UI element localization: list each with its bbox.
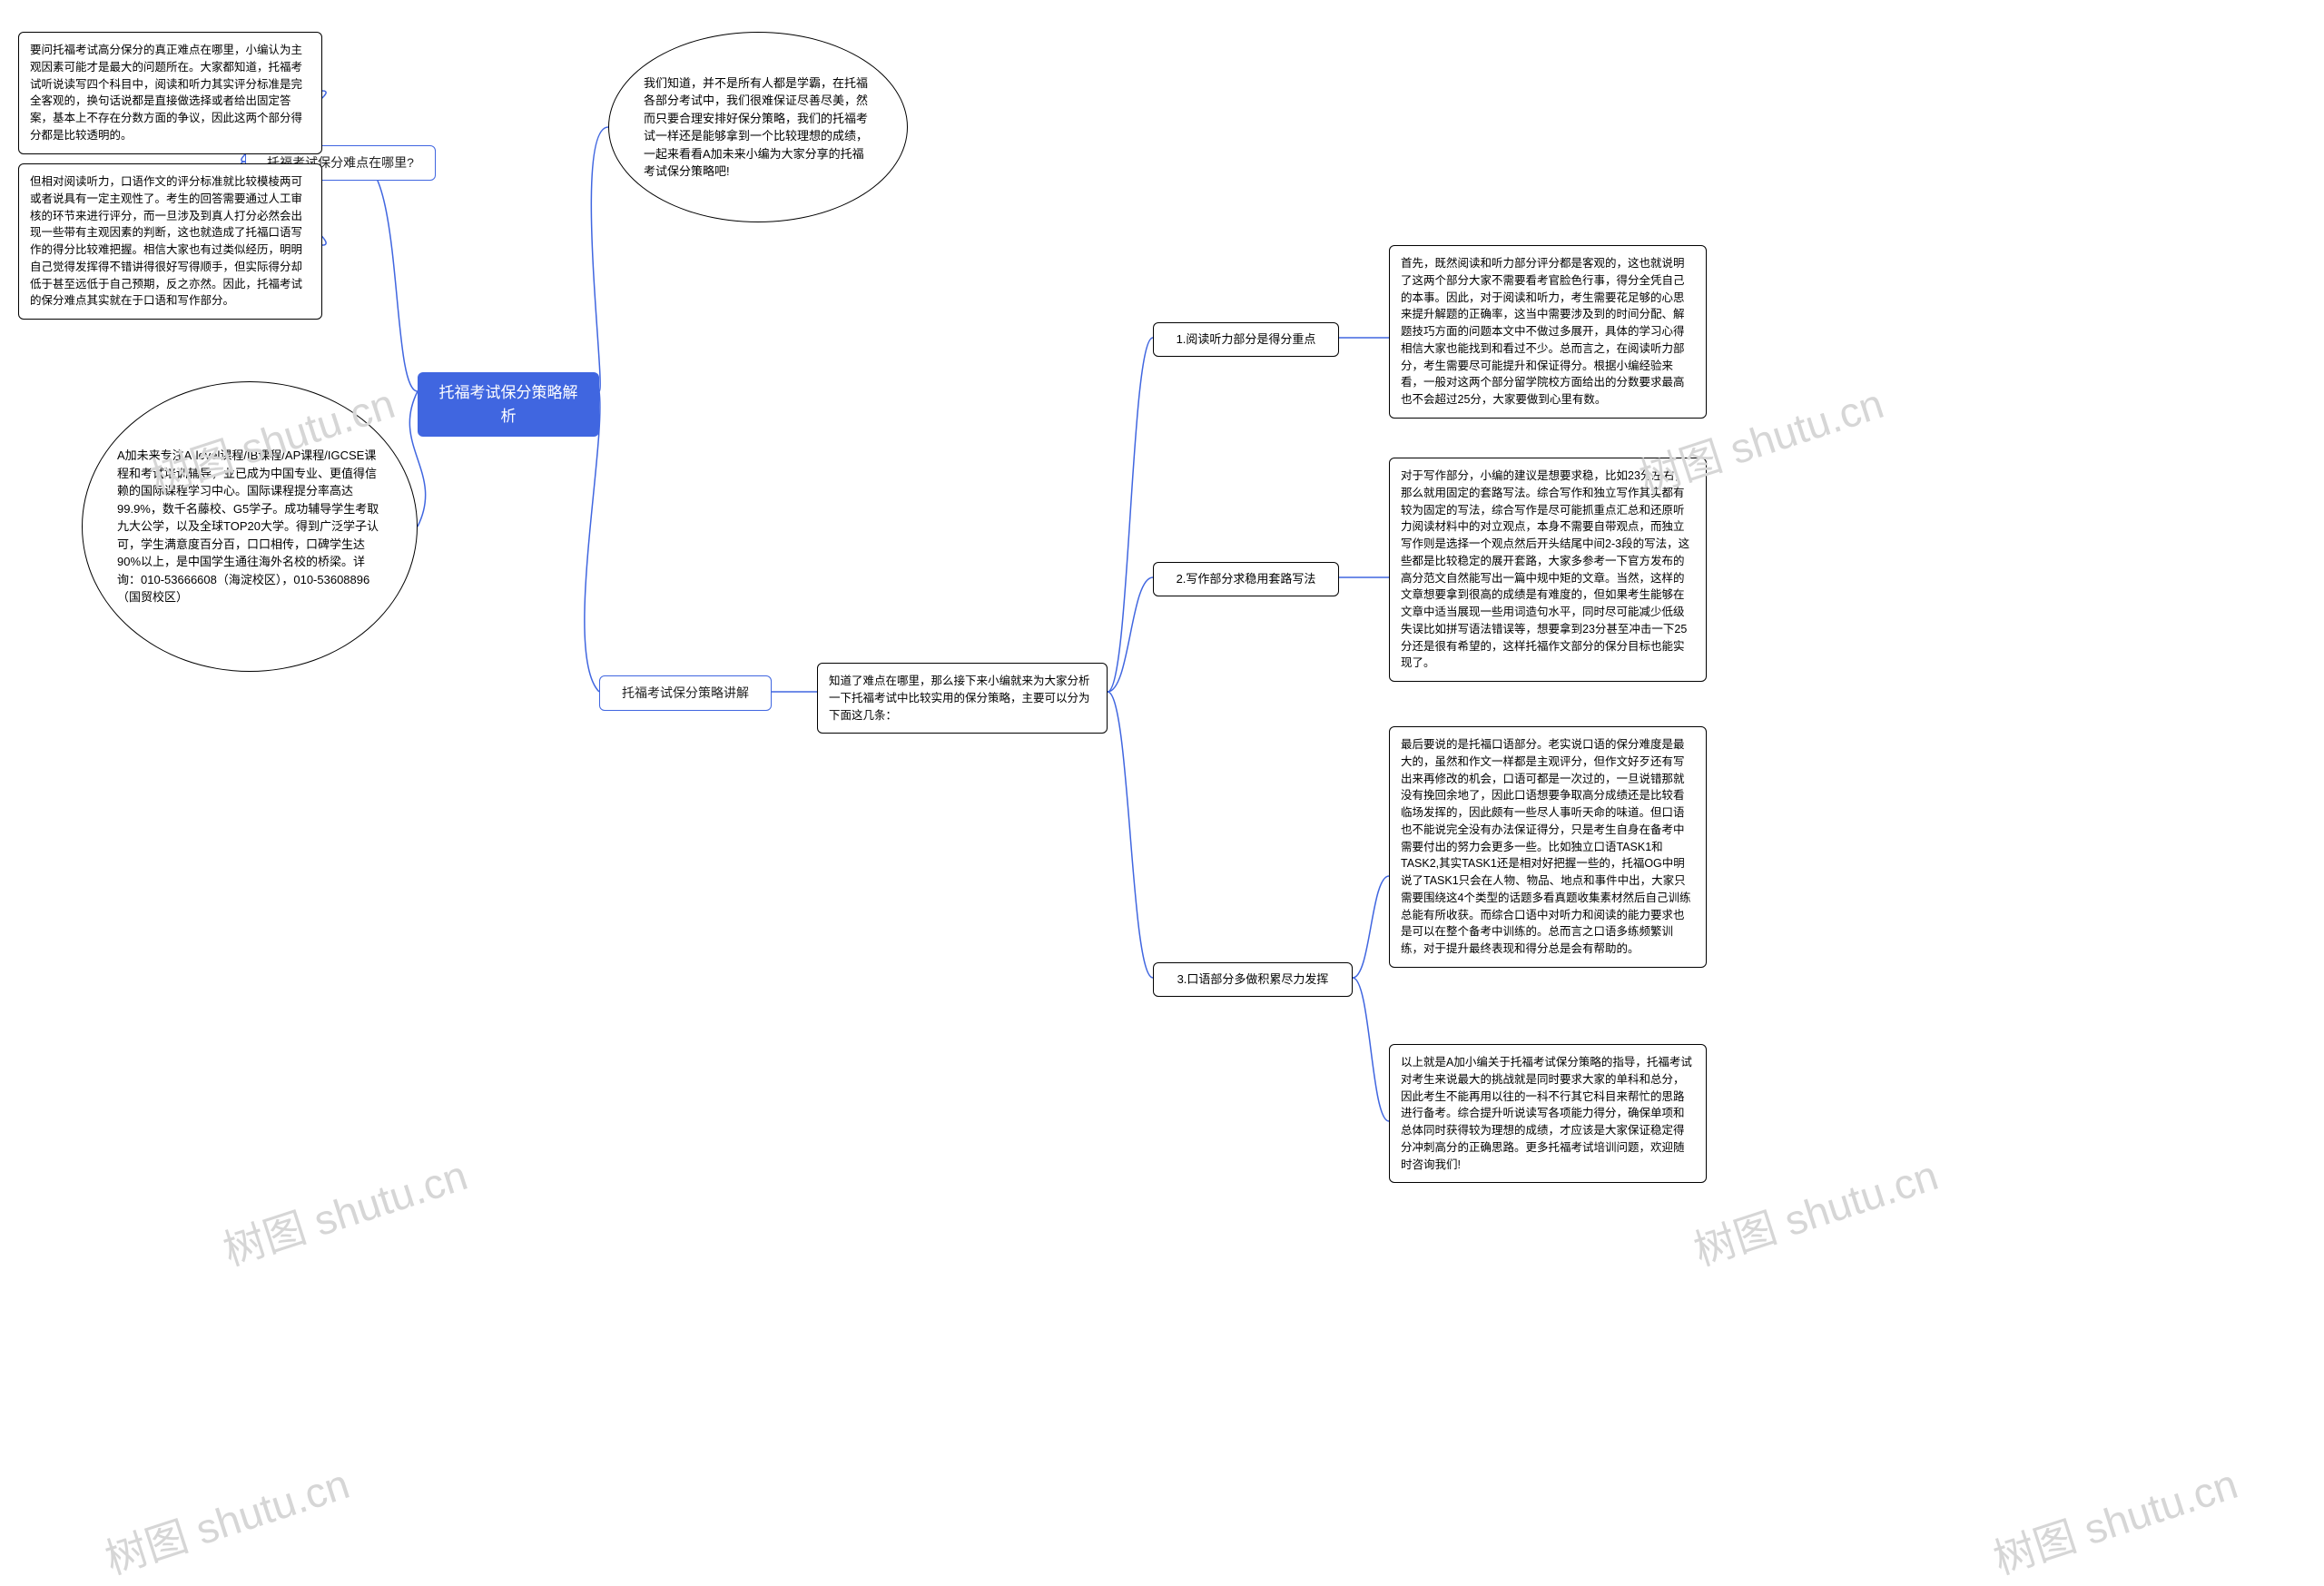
detail-node[interactable]: 以上就是A加小编关于托福考试保分策略的指导，托福考试对考生来说最大的挑战就是同时… <box>1389 1044 1707 1183</box>
edge <box>1108 692 1153 978</box>
section-title-node[interactable]: 1.阅读听力部分是得分重点 <box>1153 322 1339 357</box>
detail-node[interactable]: 最后要说的是托福口语部分。老实说口语的保分难度是最大的，虽然和作文一样都是主观评… <box>1389 726 1707 968</box>
edge <box>359 162 418 391</box>
strategy-node[interactable]: 托福考试保分策略讲解 <box>599 675 772 711</box>
section-title-node[interactable]: 3.口语部分多做积累尽力发挥 <box>1153 962 1353 997</box>
root-node[interactable]: 托福考试保分策略解析 <box>418 372 599 437</box>
edge <box>1353 876 1389 978</box>
node-text: A加未来专注A-level课程/IB课程/AP课程/IGCSE课程和考试培训辅导… <box>117 447 382 606</box>
child-node[interactable]: 要问托福考试高分保分的真正难点在哪里，小编认为主观因素可能才是最大的问题所在。大… <box>18 32 322 154</box>
about-node[interactable]: A加未来专注A-level课程/IB课程/AP课程/IGCSE课程和考试培训辅导… <box>82 381 418 672</box>
node-text: 我们知道，并不是所有人都是学霸，在托福各部分考试中，我们很难保证尽善尽美，然而只… <box>644 74 872 181</box>
edge-layer <box>0 0 2324 1524</box>
detail-node[interactable]: 对于写作部分，小编的建议是想要求稳，比如23分左右，那么就用固定的套路写法。综合… <box>1389 458 1707 682</box>
edge <box>1108 577 1153 692</box>
child-node[interactable]: 但相对阅读听力，口语作文的评分标准就比较模棱两可或者说具有一定主观性了。考生的回… <box>18 163 322 320</box>
section-title-node[interactable]: 2.写作部分求稳用套路写法 <box>1153 562 1339 596</box>
edge <box>1108 338 1153 692</box>
strategy-intro-node[interactable]: 知道了难点在哪里，那么接下来小编就来为大家分析一下托福考试中比较实用的保分策略，… <box>817 663 1108 734</box>
intro-node[interactable]: 我们知道，并不是所有人都是学霸，在托福各部分考试中，我们很难保证尽善尽美，然而只… <box>608 32 908 222</box>
edge <box>591 127 608 391</box>
root-label: 托福考试保分策略解析 <box>439 384 578 425</box>
detail-node[interactable]: 首先，既然阅读和听力部分评分都是客观的，这也就说明了这两个部分大家不需要看考官脸… <box>1389 245 1707 419</box>
edge <box>1353 978 1389 1121</box>
